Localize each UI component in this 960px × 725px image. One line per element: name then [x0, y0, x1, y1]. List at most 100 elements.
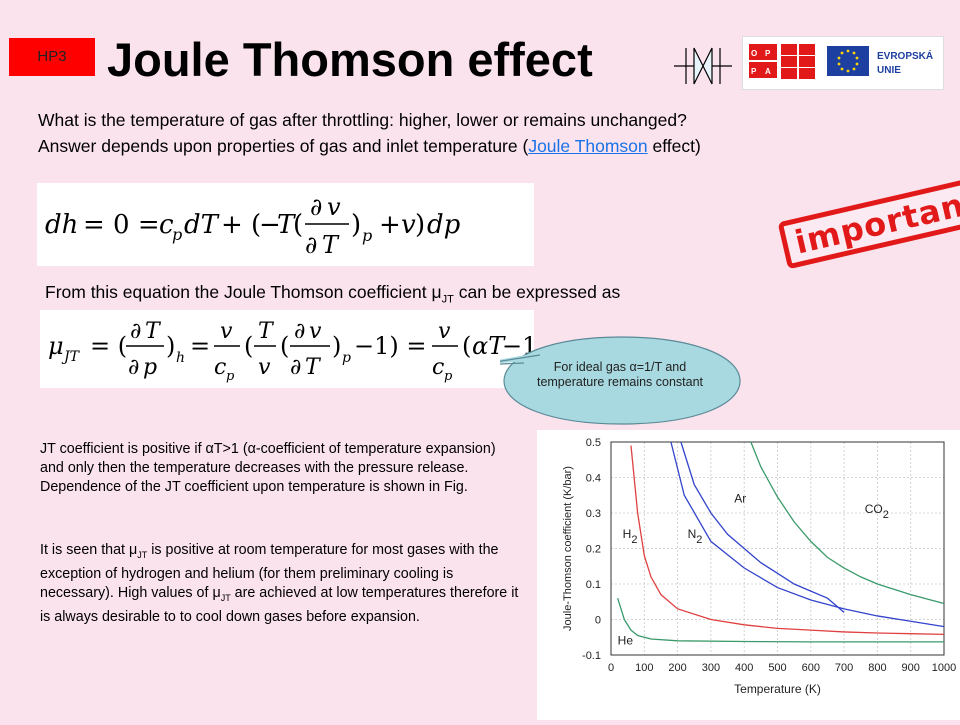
series-line-n2: [670, 441, 945, 628]
para1-text-a: JT coefficient is positive if: [40, 441, 206, 457]
x-axis-label: Temperature (K): [734, 682, 821, 696]
svg-text:∂: ∂: [294, 319, 305, 344]
svg-text:v: v: [220, 319, 233, 344]
svg-text:dp: dp: [427, 210, 461, 240]
svg-text:v: v: [327, 193, 341, 221]
svg-text:v: v: [401, 210, 416, 240]
jt-positive-paragraph: JT coefficient is positive if αT>1 (α-co…: [40, 440, 520, 497]
svg-text:): ): [166, 332, 175, 360]
svg-text:∂: ∂: [130, 319, 141, 344]
intro-answer-text: Answer depends upon properties of gas an…: [38, 136, 529, 156]
y-tick-label: 0.3: [586, 508, 601, 520]
x-tick-label: 300: [702, 662, 720, 674]
series-label-he: He: [618, 633, 634, 647]
svg-text:v: v: [258, 355, 271, 380]
svg-text:T: T: [145, 319, 162, 344]
intro-answer-tail: effect): [647, 136, 701, 156]
svg-text:T: T: [258, 319, 275, 344]
svg-text:=: =: [190, 332, 210, 360]
important-stamp: important!: [777, 170, 960, 270]
para1-text-b: αT>1 (: [205, 441, 248, 457]
coefficient-intro: From this equation the Joule Thomson coe…: [45, 282, 620, 306]
svg-text:−: −: [259, 210, 281, 240]
svg-text:): ): [351, 210, 361, 240]
y-tick-label: 0.2: [586, 544, 601, 556]
svg-text:(: (: [462, 332, 471, 360]
svg-text:): ): [415, 210, 425, 240]
para2-text-a: It is seen that: [40, 542, 130, 558]
series-line-co2: [750, 441, 945, 605]
svg-text:αT: αT: [472, 332, 506, 360]
svg-text:∂: ∂: [290, 355, 301, 380]
svg-text:∂: ∂: [305, 231, 317, 259]
para1-text-d: -coefficient of temperature expansion) a…: [40, 441, 496, 495]
x-tick-label: 400: [735, 662, 753, 674]
svg-text:(: (: [293, 210, 303, 240]
svg-text:P: P: [751, 67, 757, 76]
svg-text:A: A: [765, 67, 771, 76]
svg-text:EVROPSKÁ: EVROPSKÁ: [877, 49, 933, 62]
svg-text:c: c: [159, 210, 174, 240]
series-label-ar: Ar: [734, 491, 746, 505]
para1-text-c: α: [247, 441, 256, 457]
enthalpy-equation: dh = 0 = c p dT + ( − T ( ∂ v ∂ T ) p + v …: [37, 183, 534, 266]
svg-text:T: T: [305, 355, 322, 380]
x-tick-label: 600: [802, 662, 820, 674]
svg-text:p: p: [444, 369, 453, 384]
mu-symbol-2: μ: [129, 542, 138, 558]
svg-text:+: +: [379, 210, 401, 240]
y-tick-label: 0.1: [586, 579, 601, 591]
y-tick-label: 0.4: [586, 473, 601, 485]
x-tick-label: 100: [635, 662, 653, 674]
svg-text:P: P: [765, 49, 771, 58]
coefficient-intro-tail: can be expressed as: [453, 282, 621, 302]
svg-text:T: T: [322, 231, 340, 259]
series-label-h2: H2: [623, 527, 638, 546]
room-temperature-paragraph: It is seen that μJT is positive at room …: [40, 541, 520, 627]
svg-text:= (: = (: [90, 332, 127, 360]
eu-logo: O P P A EVROPSKÁ UNIE: [742, 36, 944, 90]
svg-text:v: v: [309, 319, 322, 344]
joule-thomson-link[interactable]: Joule Thomson: [528, 136, 648, 156]
svg-text:c: c: [432, 355, 444, 380]
svg-text:UNIE: UNIE: [877, 65, 901, 76]
coefficient-intro-text: From this equation the Joule Thomson coe…: [45, 282, 432, 302]
intro-question: What is the temperature of gas after thr…: [38, 110, 687, 130]
svg-text:+ (: + (: [221, 210, 261, 240]
svg-text:c: c: [214, 355, 226, 380]
y-tick-label: -0.1: [582, 650, 601, 662]
svg-text:dT: dT: [184, 210, 220, 240]
slide-tag: HP3: [9, 38, 95, 76]
speech-bubble: [500, 336, 741, 425]
throttle-valve-icon: [674, 47, 732, 85]
x-tick-label: 800: [868, 662, 886, 674]
series-label-n2: N2: [688, 527, 703, 546]
series-label-subscript: 2: [883, 509, 889, 521]
svg-text:(: (: [244, 332, 253, 360]
svg-text:v: v: [438, 319, 451, 344]
svg-text:p: p: [342, 350, 351, 366]
svg-text:): ): [332, 332, 341, 360]
series-label-subscript: 2: [696, 534, 702, 546]
mu-subscript-3: JT: [220, 592, 231, 603]
para2-text-c: are achieved at low temperatures therefo…: [40, 584, 519, 625]
x-tick-label: 700: [835, 662, 853, 674]
y-tick-label: 0.5: [586, 437, 601, 449]
mu-symbol: μ: [431, 282, 442, 302]
series-line-h2: [630, 445, 945, 636]
svg-text:h: h: [176, 350, 185, 366]
series-label-co2: CO2: [865, 502, 889, 521]
x-tick-label: 200: [668, 662, 686, 674]
slide-title: Joule Thomson effect: [107, 33, 593, 86]
y-tick-label: 0: [595, 615, 601, 627]
svg-text:T: T: [277, 210, 296, 240]
intro-answer: Answer depends upon properties of gas an…: [38, 136, 701, 157]
x-tick-label: 500: [768, 662, 786, 674]
svg-text:μ: μ: [48, 332, 64, 360]
svg-text:−1) =: −1) =: [354, 332, 426, 360]
svg-text:O: O: [751, 49, 757, 58]
svg-text:(: (: [280, 332, 289, 360]
svg-text:dh: dh: [45, 210, 78, 240]
svg-text:p: p: [143, 355, 157, 380]
